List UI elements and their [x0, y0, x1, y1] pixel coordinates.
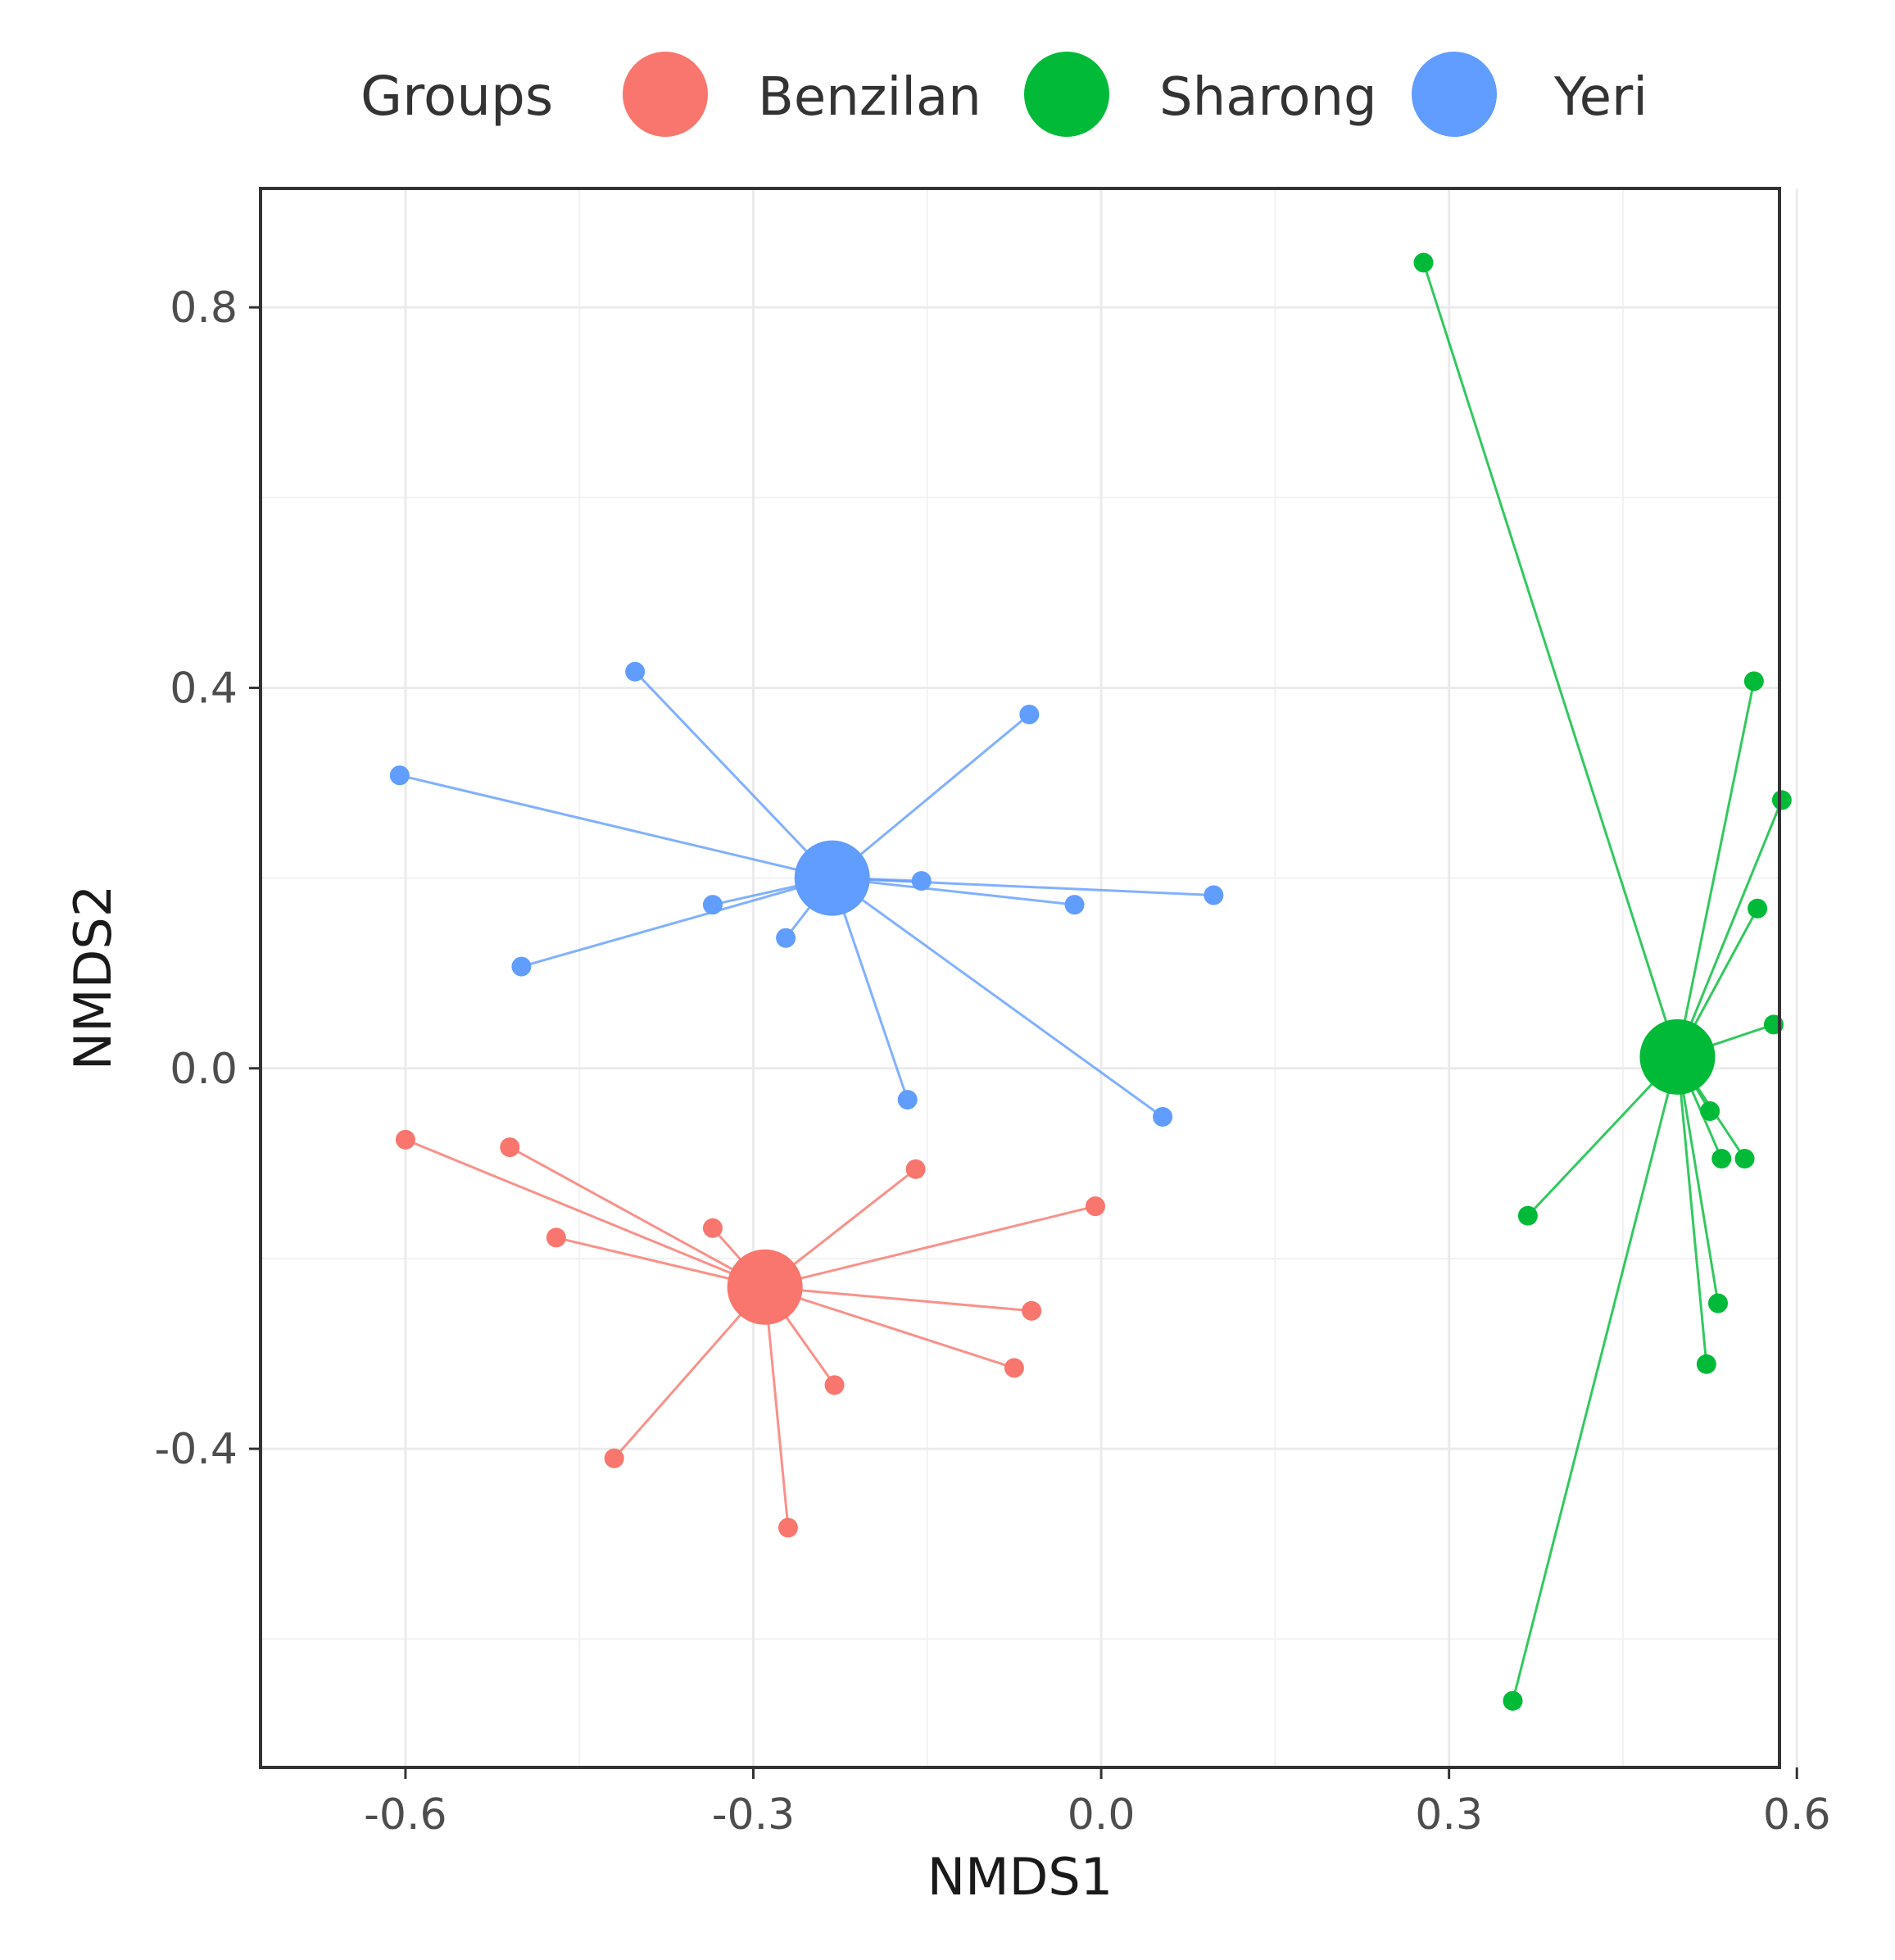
yeri-point	[702, 895, 723, 915]
y-axis-title: NMDS2	[63, 885, 123, 1070]
benzilan-point	[1022, 1300, 1042, 1321]
benzilan-point	[546, 1227, 566, 1248]
legend-label-yeri: Yeri	[1553, 67, 1648, 128]
yeri-point	[1153, 1106, 1173, 1127]
benzilan-point	[604, 1448, 624, 1468]
y-tick-label: 0.0	[170, 1045, 238, 1094]
legend-title: Groups	[360, 65, 553, 128]
benzilan-point	[824, 1375, 845, 1395]
spider-lines	[399, 262, 1784, 1702]
grid-major	[261, 188, 1798, 1767]
yeri-spoke	[831, 877, 1163, 1118]
sharong-point	[1413, 252, 1434, 273]
sharong-point	[1711, 1149, 1732, 1169]
sharong-spoke	[1676, 799, 1784, 1058]
sharong-point	[1707, 1293, 1728, 1313]
x-tick-label: -0.6	[364, 1790, 447, 1840]
legend: Groups Benzilan Sharong Yeri	[360, 52, 1648, 137]
benzilan-spoke	[509, 1146, 766, 1289]
x-tick-label: 0.6	[1763, 1790, 1831, 1840]
legend-key-sharong	[1024, 52, 1109, 137]
y-tick-label: -0.4	[155, 1425, 238, 1474]
legend-key-benzilan	[623, 52, 708, 137]
x-tick-label: -0.3	[712, 1790, 795, 1840]
benzilan-spoke	[764, 1286, 1032, 1313]
x-tick-label: 0.3	[1415, 1790, 1483, 1840]
benzilan-spoke	[764, 1286, 790, 1528]
x-tick-label: 0.0	[1068, 1790, 1136, 1840]
sharong-spoke	[1512, 1056, 1679, 1702]
plot-panel	[261, 188, 1779, 1767]
benzilan-spoke	[764, 1286, 1015, 1369]
yeri-spoke	[832, 877, 1075, 906]
sharong-point	[1517, 1205, 1538, 1226]
yeri-spoke	[832, 877, 1214, 897]
sharong-centroid	[1639, 1019, 1716, 1095]
yeri-point	[897, 1090, 918, 1110]
benzilan-point	[905, 1159, 926, 1179]
benzilan-point	[1004, 1358, 1024, 1378]
group-centroids	[727, 840, 1716, 1325]
yeri-point	[1019, 704, 1040, 724]
yeri-point	[776, 928, 796, 948]
benzilan-spoke	[764, 1205, 1096, 1289]
yeri-spoke	[399, 774, 833, 880]
yeri-spoke	[831, 713, 1031, 879]
yeri-spoke	[831, 878, 909, 1100]
yeri-point	[1064, 895, 1085, 915]
sharong-point	[1748, 898, 1768, 919]
benzilan-centroid	[727, 1249, 803, 1325]
yeri-point	[511, 956, 532, 977]
sample-points	[389, 252, 1792, 1711]
yeri-spoke	[521, 877, 833, 969]
benzilan-point	[702, 1218, 723, 1238]
sharong-spoke	[1675, 681, 1756, 1058]
sharong-point	[1503, 1690, 1523, 1711]
sharong-point	[1696, 1354, 1716, 1374]
sharong-spoke	[1422, 262, 1679, 1058]
legend-key-yeri	[1412, 52, 1497, 137]
benzilan-point	[500, 1137, 520, 1158]
sharong-point	[1734, 1149, 1755, 1169]
legend-label-benzilan: Benzilan	[758, 67, 982, 128]
sharong-point	[1743, 671, 1764, 692]
y-tick-label: 0.8	[170, 284, 238, 333]
yeri-centroid	[794, 840, 870, 916]
benzilan-point	[395, 1129, 415, 1150]
benzilan-point	[1085, 1196, 1105, 1217]
sharong-spoke	[1675, 1056, 1708, 1364]
yeri-point	[389, 765, 410, 786]
legend-label-sharong: Sharong	[1159, 67, 1377, 128]
yeri-point	[625, 661, 646, 682]
sharong-point	[1771, 790, 1792, 810]
panel-border	[259, 187, 1781, 1769]
y-axis-ticks: -0.4 0.0 0.4 0.8	[155, 284, 261, 1474]
yeri-point	[1204, 885, 1224, 905]
x-axis-title: NMDS1	[927, 1847, 1113, 1907]
sharong-point	[1700, 1101, 1720, 1122]
yeri-spoke	[634, 670, 833, 879]
y-tick-label: 0.4	[170, 664, 238, 713]
benzilan-spoke	[405, 1138, 766, 1289]
benzilan-spoke	[613, 1286, 766, 1459]
sharong-spoke	[1675, 1056, 1720, 1304]
benzilan-point	[777, 1518, 798, 1538]
x-axis-ticks: -0.6 -0.3 0.0 0.3 0.6	[364, 1767, 1831, 1840]
grid-minor	[261, 188, 1779, 1767]
yeri-point	[911, 871, 932, 892]
